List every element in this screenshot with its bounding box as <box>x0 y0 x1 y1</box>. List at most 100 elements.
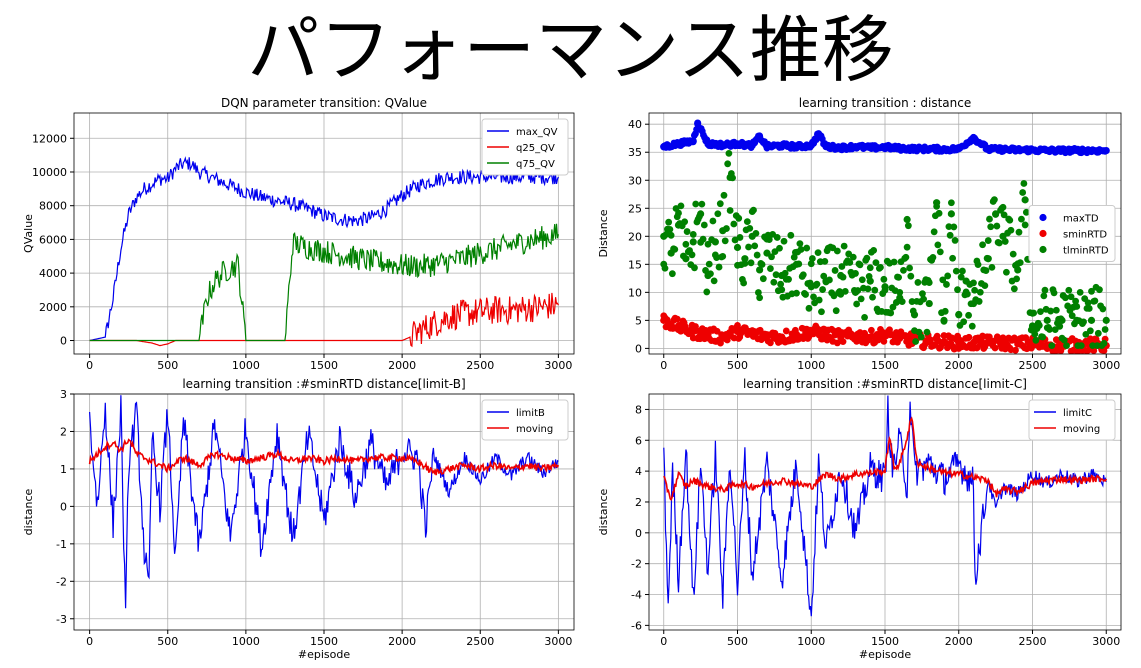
legend: limitC moving <box>1028 399 1116 441</box>
series-tlminrtd-point <box>919 290 926 298</box>
series-tlminrtd-point <box>796 240 804 248</box>
series-tlminrtd-point <box>950 223 958 231</box>
series-max-qv-line <box>89 156 559 342</box>
series-tlminrtd-point <box>710 277 718 285</box>
legend-entry-maxtd-marker <box>1039 213 1047 222</box>
series-tlminrtd-point <box>814 249 822 256</box>
series-tlminrtd-point <box>740 279 748 287</box>
series-tlminrtd-point <box>1031 330 1039 338</box>
series-tlminrtd-point <box>840 242 848 250</box>
series-tlminrtd-point <box>729 174 736 182</box>
series-tlminrtd-point <box>1088 287 1095 295</box>
series-tlminrtd-point <box>1086 327 1094 335</box>
page-title: パフォーマンス推移 <box>247 8 894 92</box>
series-tlminrtd-point <box>856 261 864 269</box>
series-tlminrtd-point <box>929 254 937 261</box>
series-tlminrtd-point <box>789 263 797 271</box>
legend-entry-max-qv-label: max_QV <box>516 127 558 138</box>
series-moving-line <box>663 416 1108 502</box>
x-tick-label: 3000 <box>544 359 572 372</box>
series-tlminrtd-point <box>1057 315 1065 323</box>
series-sminrtd-point <box>965 333 973 341</box>
x-tick-label: 2000 <box>388 635 416 648</box>
x-tick-label: 500 <box>727 635 748 648</box>
y-tick-label: -2 <box>631 558 642 571</box>
series-tlminrtd-point <box>870 247 878 254</box>
series-tlminrtd-point <box>999 203 1007 211</box>
x-tick-label: 0 <box>86 359 93 372</box>
distance-chart: learning transition : distance 0 500 1000 15… <box>597 96 1122 372</box>
y-tick-label: -4 <box>631 589 642 602</box>
series-tlminrtd-point <box>736 234 744 241</box>
series-tlminrtd-point <box>776 244 783 252</box>
series-tlminrtd-point <box>986 215 993 223</box>
series-tlminrtd-point <box>735 214 743 222</box>
series-tlminrtd-point <box>756 294 764 302</box>
series-tlminrtd-point <box>902 253 910 261</box>
plot-frame <box>648 112 1122 355</box>
series-tlminrtd-point <box>698 200 706 208</box>
series-tlminrtd-point <box>758 261 766 268</box>
series-tlminrtd-point <box>992 211 1000 218</box>
legend-entry-limitb-label: limitB <box>516 408 545 419</box>
series-tlminrtd-point <box>1056 322 1064 330</box>
plot-frame <box>73 393 575 631</box>
series-sminrtd-points <box>660 312 1110 354</box>
y-tick-label: 6000 <box>39 233 67 246</box>
series-tlminrtd-point <box>947 210 955 218</box>
series-tlminrtd-point <box>668 270 676 278</box>
series-tlminrtd-point <box>861 313 868 321</box>
series-tlminrtd-point <box>959 267 966 275</box>
series-tlminrtd-point <box>1080 318 1087 326</box>
series-tlminrtd-point <box>887 309 895 317</box>
series-tlminrtd-point <box>785 275 792 283</box>
series-tlminrtd-point <box>995 239 1003 247</box>
series-tlminrtd-point <box>872 259 880 267</box>
series-tlminrtd-point <box>898 298 906 306</box>
series-tlminrtd-point <box>877 263 884 271</box>
series-tlminrtd-point <box>741 255 749 263</box>
y-tick-label: 1 <box>60 463 67 476</box>
series-tlminrtd-point <box>949 254 957 262</box>
series-tlminrtd-point <box>820 272 828 280</box>
series-tlminrtd-point <box>681 218 689 226</box>
series-tlminrtd-point <box>666 225 674 233</box>
series-tlminrtd-point <box>988 264 996 271</box>
y-axis-label: QValue <box>22 214 35 253</box>
series-tlminrtd-point <box>726 207 734 214</box>
legend-box <box>481 399 569 441</box>
x-tick-label: 1000 <box>797 359 825 372</box>
series-tlminrtd-point <box>865 272 873 280</box>
x-tick-label: 0 <box>660 635 667 648</box>
x-tick-label: 2000 <box>945 359 973 372</box>
chart-title: DQN parameter transition: QValue <box>221 96 427 110</box>
series-tlminrtd-point <box>699 235 707 243</box>
x-tick-label: 2500 <box>466 635 494 648</box>
series-tlminrtd-point <box>889 303 897 311</box>
series-tlminrtd-point <box>869 293 876 301</box>
series-tlminrtd-point <box>1046 326 1053 333</box>
series-tlminrtd-point <box>925 299 933 308</box>
series-tlminrtd-point <box>1100 339 1108 347</box>
series-tlminrtd-point <box>1003 268 1010 276</box>
x-tick-label: 2500 <box>466 359 494 372</box>
series-tlminrtd-point <box>890 258 898 266</box>
series-tlminrtd-point <box>1000 211 1008 219</box>
y-tick-label: 40 <box>628 118 642 131</box>
series-tlminrtd-point <box>1001 238 1009 245</box>
series-tlminrtd-point <box>1035 322 1043 329</box>
series-tlminrtd-point <box>1062 294 1069 302</box>
series-tlminrtd-point <box>787 231 795 239</box>
y-tick-label: 25 <box>628 202 642 215</box>
series-tlminrtd-point <box>826 276 833 284</box>
series-tlminrtd-point <box>923 328 931 336</box>
series-tlminrtd-point <box>821 257 829 265</box>
legend: limitB moving <box>481 399 569 441</box>
series-tlminrtd-point <box>714 210 722 218</box>
series-maxtd-point <box>1101 147 1109 155</box>
series-tlminrtd-point <box>903 215 911 224</box>
series-tlminrtd-point <box>795 260 803 268</box>
legend-entry-tlminrtd-label: tlminRTD <box>1063 246 1109 257</box>
series-tlminrtd-point <box>1016 259 1024 267</box>
series-tlminrtd-point <box>754 289 762 296</box>
